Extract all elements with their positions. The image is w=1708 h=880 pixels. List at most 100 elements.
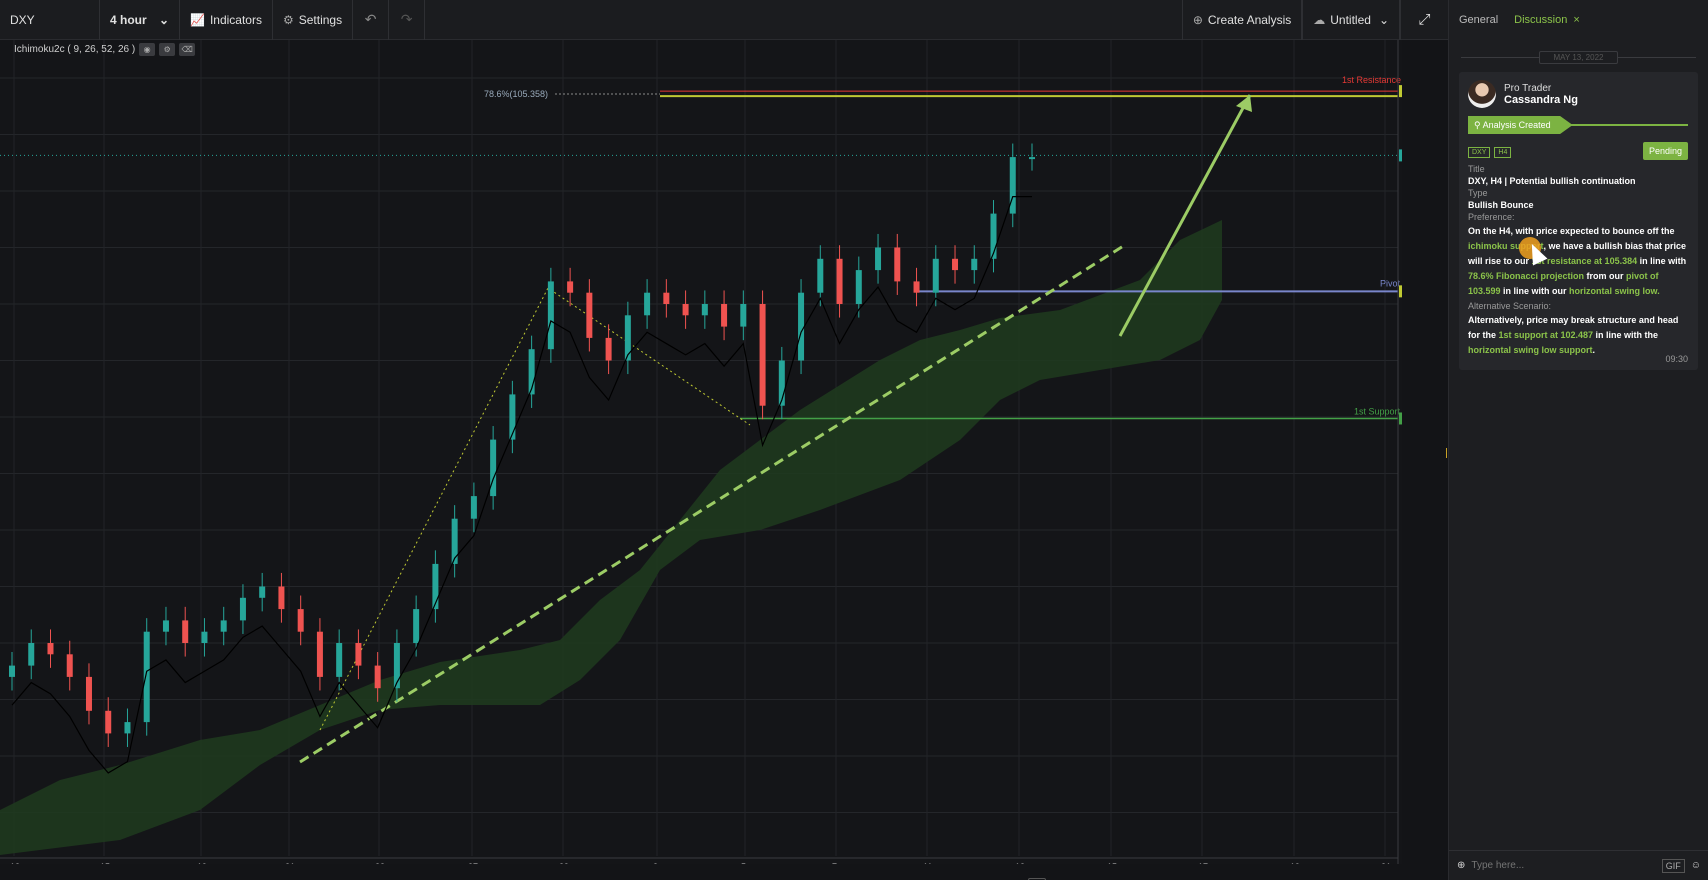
title-value: DXY, H4 | Potential bullish continuation	[1468, 176, 1636, 186]
ichimoku-link[interactable]: ichimoku support	[1468, 241, 1544, 251]
analysis-card: Pro Trader Cassandra Ng ⚲ Analysis Creat…	[1459, 72, 1698, 370]
time-axis: 13 15 19 21 23 27 29 3 5 7 11 13 15 17 19 21	[0, 857, 1398, 864]
candle-body	[451, 518, 458, 564]
chart-area[interactable]: 78.6%(105.358) 1st Resistance Pivot 1st Sup…	[0, 40, 1402, 880]
emoji-icon[interactable]: ☺	[1690, 860, 1701, 871]
time-tick-label: 15	[100, 862, 110, 864]
symbol-selector[interactable]: DXY	[0, 0, 100, 40]
candle-body	[413, 609, 420, 643]
candle-body	[740, 304, 747, 327]
close-icon[interactable]: ×	[1573, 14, 1580, 26]
gear-icon[interactable]: ⚙	[159, 43, 176, 56]
support-link[interactable]: 1st support at 102.487	[1498, 330, 1594, 340]
candle-body	[124, 722, 131, 734]
price-levels: 78.6%(105.358) 1st Resistance Pivot 1st Sup…	[0, 75, 1401, 420]
support-label: 1st Support	[1354, 406, 1401, 416]
candle-body	[836, 258, 843, 304]
eye-icon[interactable]: ◉	[139, 43, 156, 56]
divider	[1461, 56, 1539, 58]
candle-body	[220, 620, 227, 632]
candle-body	[624, 315, 631, 361]
preference-text: On the H4, with price expected to bounce…	[1468, 226, 1687, 296]
indicators-button[interactable]: 📈 Indicators	[180, 0, 273, 40]
plus-circle-icon[interactable]: ⊕	[1457, 860, 1466, 871]
tags-row: DXY H4 Pending	[1468, 142, 1688, 162]
fib-label: 78.6%(105.358)	[484, 89, 548, 99]
time-tick-label: 13	[10, 862, 20, 864]
time-tick-label: 5	[741, 862, 746, 864]
candle-body	[682, 304, 689, 316]
avatar[interactable]	[1468, 80, 1496, 108]
type-label: Type	[1468, 188, 1488, 198]
candle-body	[759, 304, 766, 406]
tab-discussion[interactable]: Discussion ×	[1514, 14, 1580, 26]
trash-icon[interactable]: ⌫	[179, 43, 196, 56]
create-analysis-button[interactable]: ⊕ Create Analysis	[1181, 0, 1303, 40]
candle-body	[393, 643, 400, 689]
gif-button[interactable]: GIF	[1661, 858, 1685, 873]
swing-low-support-link[interactable]: horizontal swing low support	[1468, 345, 1593, 355]
time-tick-label: 23	[375, 862, 385, 864]
candle-body	[778, 360, 785, 406]
candle-body	[875, 247, 882, 271]
candle-body	[85, 676, 92, 711]
layout-selector[interactable]: ☁ Untitled ⌄	[1302, 0, 1400, 40]
candle-body	[432, 563, 439, 610]
candle-body	[374, 665, 381, 689]
type-value: Bullish Bounce	[1468, 200, 1534, 210]
indicator-name: Ichimoku2c ( 9, 26, 52, 26 )	[14, 44, 136, 55]
price-axis: 105.500105.000104.500104.000103.500103.0…	[1397, 40, 1402, 864]
undo-icon: ↶	[364, 11, 377, 27]
author-role: Pro Trader	[1504, 82, 1552, 94]
time-tick-label: 27	[468, 862, 478, 864]
price-chart[interactable]: 78.6%(105.358) 1st Resistance Pivot 1st Sup…	[0, 40, 1402, 864]
interval-tag: H4	[1494, 146, 1512, 158]
resistance-label: 1st Resistance	[1342, 75, 1401, 85]
candle-body	[509, 394, 516, 440]
time-tick-label: 3	[653, 862, 658, 864]
status-progress-line	[1568, 124, 1688, 126]
candle-body	[278, 586, 285, 610]
expand-icon: ⤢	[1418, 11, 1431, 28]
candle-body	[28, 643, 35, 666]
candle-body	[1009, 157, 1016, 214]
candle-body	[47, 643, 54, 655]
time-tick-label: 19	[1290, 862, 1300, 864]
gear-icon: ⚙	[282, 12, 294, 27]
swing-low-link[interactable]: horizontal swing low.	[1569, 286, 1660, 296]
chart-line-icon: 📈	[190, 12, 205, 27]
candle-body	[239, 597, 246, 621]
candle-body	[1029, 157, 1035, 160]
resistance-price-tag-bg	[1399, 85, 1402, 98]
pivot-price-tag-bg	[1399, 285, 1402, 298]
candle-body	[336, 643, 343, 677]
undo-button[interactable]: ↶	[353, 0, 390, 40]
bulb-icon[interactable]: ◯	[1028, 878, 1046, 880]
candle-body	[798, 292, 805, 361]
settings-button[interactable]: ⚙ Settings	[273, 0, 354, 40]
candle-body	[259, 586, 266, 598]
settings-label: Settings	[298, 12, 343, 27]
fullscreen-button[interactable]: ⤢	[1400, 0, 1448, 40]
time-tick-label: 11	[923, 862, 932, 864]
pivot-link[interactable]: pivot of 103.599	[1468, 271, 1659, 296]
interval-selector[interactable]: 4 hour ⌄	[100, 0, 180, 40]
message-bar: ⊕ GIF ☺	[1449, 850, 1708, 880]
candle-body	[990, 213, 997, 259]
redo-button[interactable]: ↷	[389, 0, 426, 40]
message-time: 09:30	[1665, 354, 1688, 364]
time-tick-label: 17	[1198, 862, 1208, 864]
candle-body	[952, 258, 959, 271]
title-label: Title	[1468, 164, 1485, 174]
discussion-panel: General Discussion × MAY 13, 2022 Pro Tr…	[1448, 0, 1708, 880]
tab-general[interactable]: General	[1459, 14, 1499, 26]
pending-button[interactable]: Pending	[1642, 142, 1688, 160]
time-tick-label: 21	[1381, 862, 1391, 864]
candle-body	[182, 620, 189, 643]
fib-link[interactable]: 78.6% Fibonacci projection	[1468, 271, 1585, 281]
fib-zigzag	[319, 287, 751, 731]
alt-label: Alternative Scenario:	[1468, 301, 1552, 311]
message-input[interactable]	[1471, 860, 1656, 871]
resistance-link[interactable]: 1st resistance at 105.384	[1531, 256, 1638, 266]
candle-body	[490, 439, 497, 497]
